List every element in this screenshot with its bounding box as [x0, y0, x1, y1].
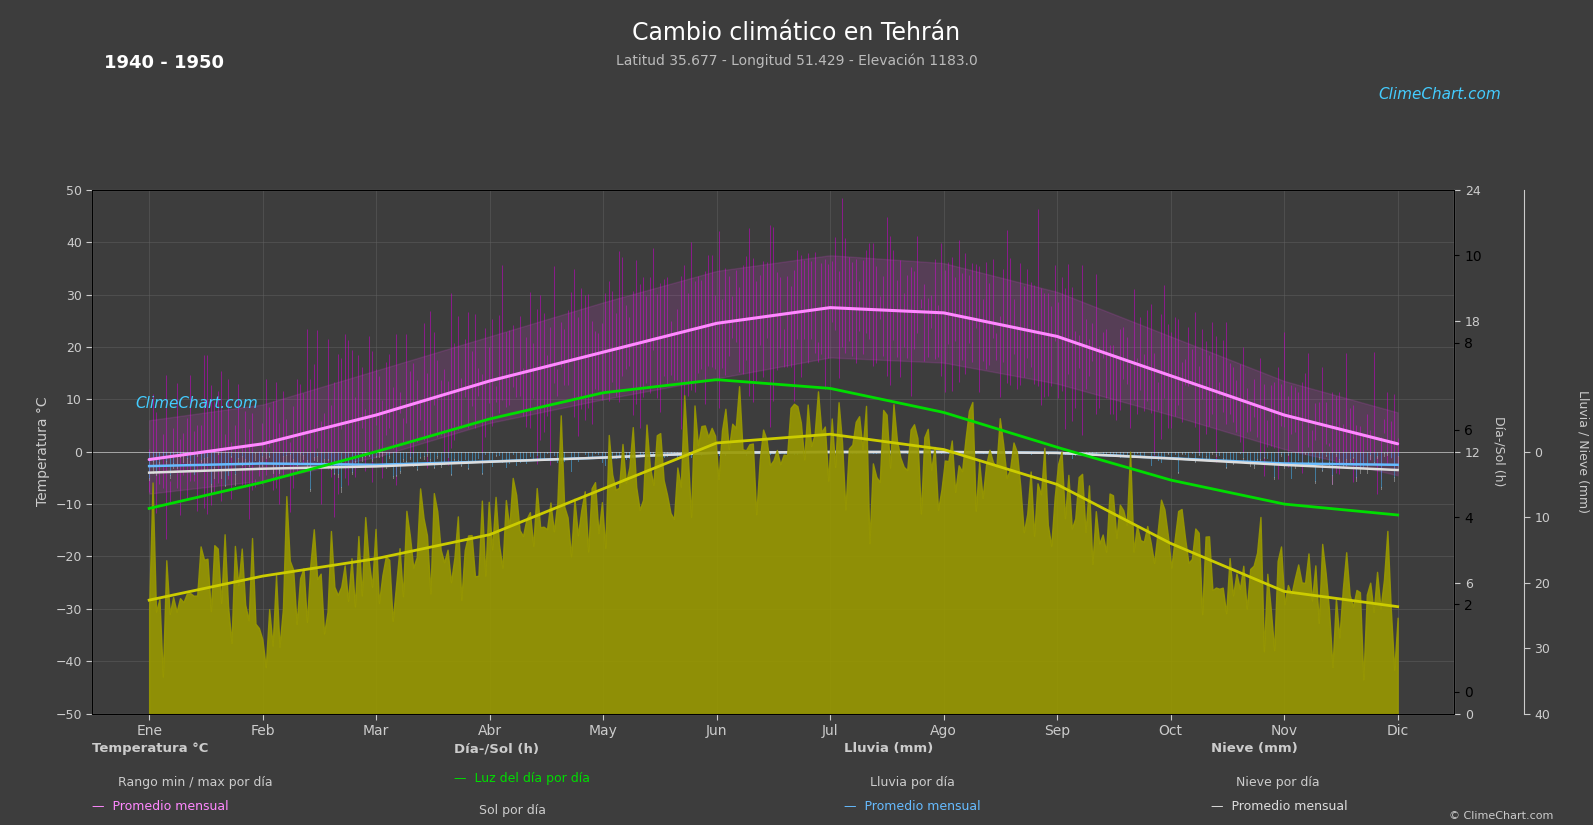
Text: Día-/Sol (h): Día-/Sol (h): [454, 742, 538, 756]
Text: —  Promedio mensual: — Promedio mensual: [92, 800, 229, 813]
Text: Cambio climático en Tehrán: Cambio climático en Tehrán: [632, 21, 961, 45]
Y-axis label: Lluvia / Nieve (mm): Lluvia / Nieve (mm): [1575, 390, 1590, 513]
Text: Sol por día: Sol por día: [479, 804, 546, 817]
Text: —  Promedio mensual: — Promedio mensual: [844, 800, 981, 813]
Text: —  Luz del día por día: — Luz del día por día: [454, 772, 589, 785]
Text: Rango min / max por día: Rango min / max por día: [118, 776, 272, 789]
Text: Temperatura °C: Temperatura °C: [92, 742, 209, 756]
Text: Latitud 35.677 - Longitud 51.429 - Elevación 1183.0: Latitud 35.677 - Longitud 51.429 - Eleva…: [615, 54, 978, 68]
Text: 1940 - 1950: 1940 - 1950: [104, 54, 223, 72]
Text: ClimeChart.com: ClimeChart.com: [135, 396, 258, 411]
Text: © ClimeChart.com: © ClimeChart.com: [1448, 811, 1553, 821]
Y-axis label: Temperatura °C: Temperatura °C: [37, 397, 49, 507]
Text: Nieve (mm): Nieve (mm): [1211, 742, 1297, 756]
Y-axis label: Día-/Sol (h): Día-/Sol (h): [1493, 417, 1505, 487]
Text: ClimeChart.com: ClimeChart.com: [1378, 87, 1501, 101]
Text: Nieve por día: Nieve por día: [1236, 776, 1319, 789]
Text: Lluvia (mm): Lluvia (mm): [844, 742, 933, 756]
Text: Lluvia por día: Lluvia por día: [870, 776, 954, 789]
Text: —  Promedio mensual: — Promedio mensual: [1211, 800, 1348, 813]
